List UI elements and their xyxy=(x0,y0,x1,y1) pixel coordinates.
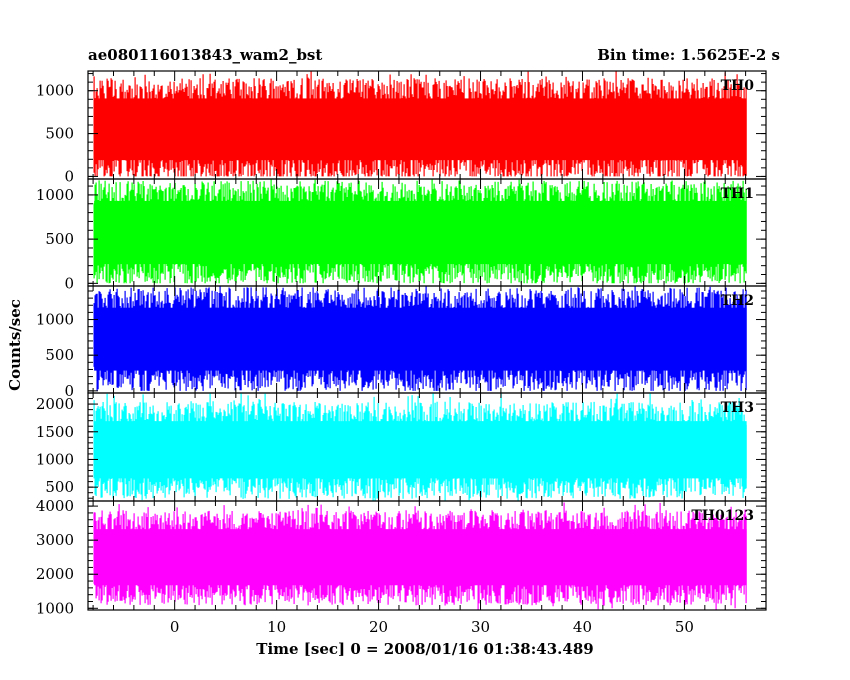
panel-label-th0123: TH0123 xyxy=(691,508,754,524)
panel-frame xyxy=(87,500,767,611)
y-tick-label: 1000 xyxy=(36,450,74,468)
y-tick-label: 0 xyxy=(64,382,74,400)
y-tick-label: 500 xyxy=(45,125,74,143)
x-axis-title: Time [sec] 0 = 2008/01/16 01:38:43.489 xyxy=(256,640,593,658)
y-axis-title: Counts/sec xyxy=(6,299,24,391)
panel-label-th2: TH2 xyxy=(721,293,754,309)
panel-label-th1: TH1 xyxy=(721,186,754,202)
series-trace-th0 xyxy=(93,71,747,177)
panel-th0123: 1000 2000 3000 4000 TH0123 xyxy=(36,497,767,617)
y-tick-label: 2000 xyxy=(36,565,74,583)
y-tick-label: 1000 xyxy=(36,599,74,617)
x-tick-label: 10 xyxy=(267,618,286,636)
y-tick-label: 4000 xyxy=(36,497,74,515)
panel-th3: 500 1000 1500 2000 TH3 xyxy=(36,392,767,502)
y-tick-label: 3000 xyxy=(36,531,74,549)
x-tick-label: 20 xyxy=(369,618,388,636)
y-tick-label: 500 xyxy=(45,230,74,248)
y-tick-label: 1000 xyxy=(36,311,74,329)
panel-th0: 0 500 1000 TH0 xyxy=(36,70,767,185)
y-tick-label: 500 xyxy=(45,478,74,496)
y-tick-label: 500 xyxy=(45,346,74,364)
y-tick-label: 1500 xyxy=(36,423,74,441)
bin-time-label: Bin time: 1.5625E-2 s xyxy=(597,46,780,64)
x-tick-label: 50 xyxy=(675,618,694,636)
series-trace-th3 xyxy=(93,393,747,501)
panel-th2: 0 500 1000 TH2 xyxy=(36,285,767,400)
x-tick-label: 0 xyxy=(170,618,180,636)
panel-label-th0: TH0 xyxy=(721,78,755,94)
y-tick-label: 2000 xyxy=(36,395,74,413)
x-tick-label: 40 xyxy=(573,618,592,636)
chart-title: ae080116013843_wam2_bst xyxy=(88,46,322,64)
y-tick-label: 0 xyxy=(64,167,74,185)
y-tick-label: 0 xyxy=(64,274,74,292)
series-trace-th1 xyxy=(93,179,747,284)
x-tick-label: 30 xyxy=(471,618,490,636)
panel-label-th3: TH3 xyxy=(721,400,754,416)
y-tick-label: 1000 xyxy=(36,82,74,100)
panel-th1: 0 500 1000 TH1 xyxy=(36,178,767,292)
y-tick-label: 1000 xyxy=(36,186,74,204)
series-trace-th0123 xyxy=(93,502,747,610)
series-trace-th2 xyxy=(93,286,747,391)
